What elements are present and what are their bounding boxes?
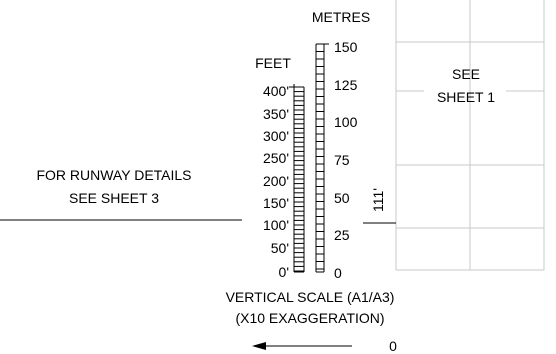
metres-tick-label: 125 xyxy=(334,77,358,93)
feet-tick-labels: 400' 350' 300' 250' 200' 150' 100' 50' 0… xyxy=(263,83,289,280)
see-sheet-note-line1: SEE xyxy=(452,66,480,82)
runway-details-note-line1: FOR RUNWAY DETAILS xyxy=(36,167,191,183)
feet-tick-label: 400' xyxy=(263,83,289,99)
arrow-head-icon xyxy=(252,342,266,350)
feet-scale-ladder xyxy=(289,84,305,273)
feet-tick-label: 250' xyxy=(263,150,289,166)
sheet-grid xyxy=(395,0,545,271)
metres-scale-ladder xyxy=(315,43,329,273)
feet-tick-label: 50' xyxy=(271,240,289,256)
elevation-label: 111' xyxy=(370,188,386,212)
metres-tick-label: 25 xyxy=(334,227,350,243)
metres-tick-label: 75 xyxy=(334,152,350,168)
feet-tick-label: 150' xyxy=(263,195,289,211)
feet-tick-label: 0' xyxy=(279,264,289,280)
scale-caption-line2: (X10 EXAGGERATION) xyxy=(235,310,384,326)
origin-label: 0 xyxy=(389,338,397,354)
metres-tick-labels: 150 125 100 75 50 25 0 xyxy=(334,39,358,281)
feet-scale-title: FEET xyxy=(255,55,291,71)
see-sheet-note-line2: SHEET 1 xyxy=(437,89,495,105)
metres-tick-label: 150 xyxy=(334,39,358,55)
feet-tick-label: 350' xyxy=(263,106,289,122)
metres-scale-title: METRES xyxy=(312,9,370,25)
metres-tick-label: 100 xyxy=(334,114,358,130)
direction-arrow xyxy=(252,342,352,350)
metres-tick-label: 50 xyxy=(334,190,350,206)
feet-tick-label: 100' xyxy=(263,217,289,233)
scale-caption-line1: VERTICAL SCALE (A1/A3) xyxy=(226,289,395,305)
feet-tick-label: 300' xyxy=(263,128,289,144)
runway-details-note-line2: SEE SHEET 3 xyxy=(69,190,159,206)
metres-tick-label: 0 xyxy=(334,265,342,281)
feet-tick-label: 200' xyxy=(263,173,289,189)
